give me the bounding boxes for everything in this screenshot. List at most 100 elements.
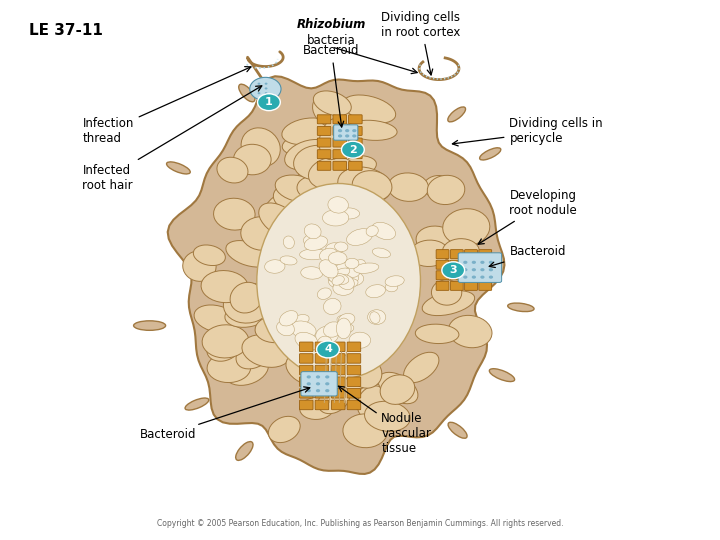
Circle shape — [442, 262, 464, 279]
Circle shape — [317, 341, 339, 358]
Ellipse shape — [490, 369, 515, 382]
Circle shape — [352, 134, 356, 138]
Ellipse shape — [225, 355, 269, 386]
Ellipse shape — [194, 305, 238, 333]
Ellipse shape — [240, 217, 284, 251]
Circle shape — [472, 261, 476, 264]
Ellipse shape — [230, 282, 263, 313]
Ellipse shape — [337, 323, 354, 333]
Ellipse shape — [349, 357, 382, 388]
Ellipse shape — [341, 272, 364, 286]
FancyBboxPatch shape — [347, 400, 361, 410]
Text: 1: 1 — [265, 97, 273, 107]
Circle shape — [352, 129, 356, 132]
Ellipse shape — [323, 322, 342, 338]
Ellipse shape — [328, 268, 350, 281]
Ellipse shape — [300, 249, 328, 260]
Ellipse shape — [329, 273, 348, 285]
FancyBboxPatch shape — [331, 377, 345, 387]
Circle shape — [489, 268, 493, 271]
Ellipse shape — [343, 95, 396, 123]
Ellipse shape — [337, 274, 354, 289]
Ellipse shape — [404, 352, 439, 383]
FancyBboxPatch shape — [333, 126, 346, 136]
FancyBboxPatch shape — [479, 249, 492, 259]
Ellipse shape — [333, 281, 354, 295]
Ellipse shape — [300, 397, 333, 420]
Text: Bacteroid: Bacteroid — [140, 387, 310, 441]
Ellipse shape — [303, 234, 323, 247]
Ellipse shape — [201, 271, 248, 302]
Ellipse shape — [282, 134, 330, 156]
Ellipse shape — [370, 312, 380, 323]
FancyBboxPatch shape — [458, 253, 502, 282]
Ellipse shape — [262, 193, 295, 230]
FancyBboxPatch shape — [347, 377, 361, 387]
Ellipse shape — [282, 118, 332, 145]
Ellipse shape — [298, 160, 330, 197]
FancyBboxPatch shape — [333, 138, 346, 147]
FancyBboxPatch shape — [300, 365, 313, 375]
FancyBboxPatch shape — [333, 150, 346, 159]
Circle shape — [472, 275, 476, 279]
Ellipse shape — [320, 248, 338, 262]
Ellipse shape — [297, 177, 327, 199]
Ellipse shape — [378, 373, 418, 404]
Circle shape — [250, 77, 281, 100]
Ellipse shape — [345, 258, 359, 268]
Circle shape — [472, 268, 476, 271]
FancyBboxPatch shape — [331, 365, 345, 375]
Ellipse shape — [274, 184, 309, 210]
Ellipse shape — [318, 336, 332, 349]
Ellipse shape — [265, 260, 285, 273]
Ellipse shape — [318, 288, 331, 299]
Circle shape — [316, 382, 320, 386]
Circle shape — [265, 83, 268, 85]
FancyBboxPatch shape — [479, 260, 492, 269]
Circle shape — [325, 389, 329, 392]
Ellipse shape — [318, 386, 350, 414]
FancyBboxPatch shape — [315, 342, 329, 352]
Ellipse shape — [328, 156, 377, 179]
Ellipse shape — [226, 241, 271, 267]
Text: 2: 2 — [349, 145, 356, 154]
FancyBboxPatch shape — [315, 400, 329, 410]
Circle shape — [316, 389, 320, 392]
FancyBboxPatch shape — [300, 354, 313, 363]
Ellipse shape — [308, 157, 356, 190]
FancyBboxPatch shape — [451, 249, 463, 259]
Circle shape — [325, 382, 329, 386]
Ellipse shape — [223, 284, 272, 323]
Ellipse shape — [422, 291, 474, 315]
Ellipse shape — [448, 107, 466, 122]
Ellipse shape — [354, 263, 379, 273]
Ellipse shape — [349, 332, 371, 348]
FancyBboxPatch shape — [451, 260, 463, 269]
Ellipse shape — [372, 248, 390, 258]
FancyBboxPatch shape — [464, 271, 477, 280]
FancyBboxPatch shape — [479, 271, 492, 280]
FancyBboxPatch shape — [318, 161, 330, 170]
Ellipse shape — [194, 245, 225, 266]
FancyBboxPatch shape — [436, 260, 449, 269]
Circle shape — [489, 261, 493, 264]
Circle shape — [463, 275, 467, 279]
Ellipse shape — [202, 325, 249, 358]
Ellipse shape — [240, 284, 282, 313]
Circle shape — [307, 375, 311, 379]
Text: Rhizobium: Rhizobium — [297, 18, 366, 31]
FancyBboxPatch shape — [315, 354, 329, 363]
FancyBboxPatch shape — [347, 354, 361, 363]
Ellipse shape — [242, 335, 290, 367]
Text: Dividing cells
in root cortex: Dividing cells in root cortex — [382, 11, 461, 75]
Text: Infected
root hair: Infected root hair — [83, 86, 262, 192]
FancyBboxPatch shape — [331, 400, 345, 410]
FancyBboxPatch shape — [333, 161, 346, 170]
Ellipse shape — [134, 321, 166, 330]
Ellipse shape — [294, 145, 341, 180]
Circle shape — [480, 275, 485, 279]
FancyBboxPatch shape — [300, 342, 313, 352]
Ellipse shape — [297, 354, 338, 385]
Ellipse shape — [415, 324, 459, 343]
FancyBboxPatch shape — [436, 249, 449, 259]
